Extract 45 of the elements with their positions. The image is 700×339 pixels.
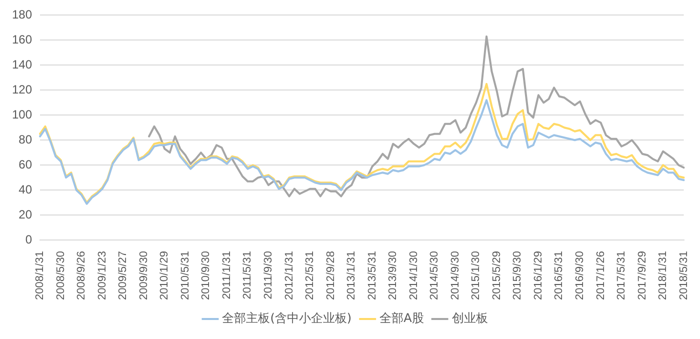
x-tick-label: 2014/9/30	[449, 251, 462, 300]
y-tick-label: 120	[12, 82, 32, 96]
x-tick-label: 2013/9/30	[387, 251, 400, 300]
x-tick-label: 2018/5/31	[678, 251, 690, 300]
legend-label: 全部主板(含中小企业板)	[222, 311, 352, 326]
x-tick-label: 2011/1/31	[220, 251, 233, 300]
x-tick-label: 2015/5/29	[490, 251, 503, 300]
x-tick-label: 2017/5/31	[616, 251, 628, 300]
x-tick-label: 2016/1/29	[532, 251, 544, 300]
x-tick-label: 2010/9/30	[200, 251, 212, 300]
y-tick-label: 80	[18, 132, 32, 146]
y-tick-label: 140	[12, 57, 32, 72]
x-tick-label: 2008/1/31	[34, 251, 46, 300]
x-tick-label: 2009/5/27	[117, 251, 130, 300]
x-tick-label: 2012/1/31	[283, 251, 296, 300]
legend-label: 全部A股	[380, 311, 424, 326]
x-tick-label: 2017/1/26	[594, 251, 607, 300]
x-tick-label: 2018/1/31	[657, 251, 670, 300]
y-tick-label: 160	[12, 32, 32, 46]
y-tick-label: 40	[18, 182, 32, 196]
x-tick-label: 2008/5/30	[54, 251, 67, 300]
x-tick-label: 2015/9/30	[512, 251, 524, 300]
x-tick-label: 2012/5/31	[304, 251, 316, 300]
x-tick-label: 2008/9/26	[76, 251, 88, 300]
y-tick-label: 20	[18, 207, 32, 222]
x-tick-label: 2009/9/30	[138, 251, 150, 300]
x-tick-label: 2010/1/29	[158, 251, 171, 300]
x-tick-label: 2016/9/30	[574, 251, 586, 300]
x-tick-label: 2015/1/30	[470, 251, 482, 300]
legend-label: 创业板	[452, 311, 488, 326]
y-tick-label: 100	[12, 107, 32, 122]
x-tick-label: 2014/5/30	[428, 251, 441, 300]
y-tick-label: 60	[18, 157, 32, 172]
x-tick-label: 2011/5/31	[242, 251, 254, 300]
x-tick-label: 2012/9/28	[324, 251, 337, 300]
y-tick-label: 180	[12, 8, 32, 22]
x-tick-label: 2014/1/30	[408, 251, 420, 300]
y-tick-label: 0	[25, 232, 32, 246]
x-tick-label: 2010/5/31	[179, 251, 192, 300]
x-tick-label: 2011/9/30	[262, 251, 274, 300]
x-tick-label: 2013/1/31	[346, 251, 358, 300]
x-tick-label: 2017/9/29	[636, 251, 648, 300]
x-tick-label: 2013/5/31	[366, 251, 378, 300]
x-tick-label: 2016/5/31	[553, 251, 566, 300]
x-tick-label: 2009/1/23	[96, 251, 108, 300]
